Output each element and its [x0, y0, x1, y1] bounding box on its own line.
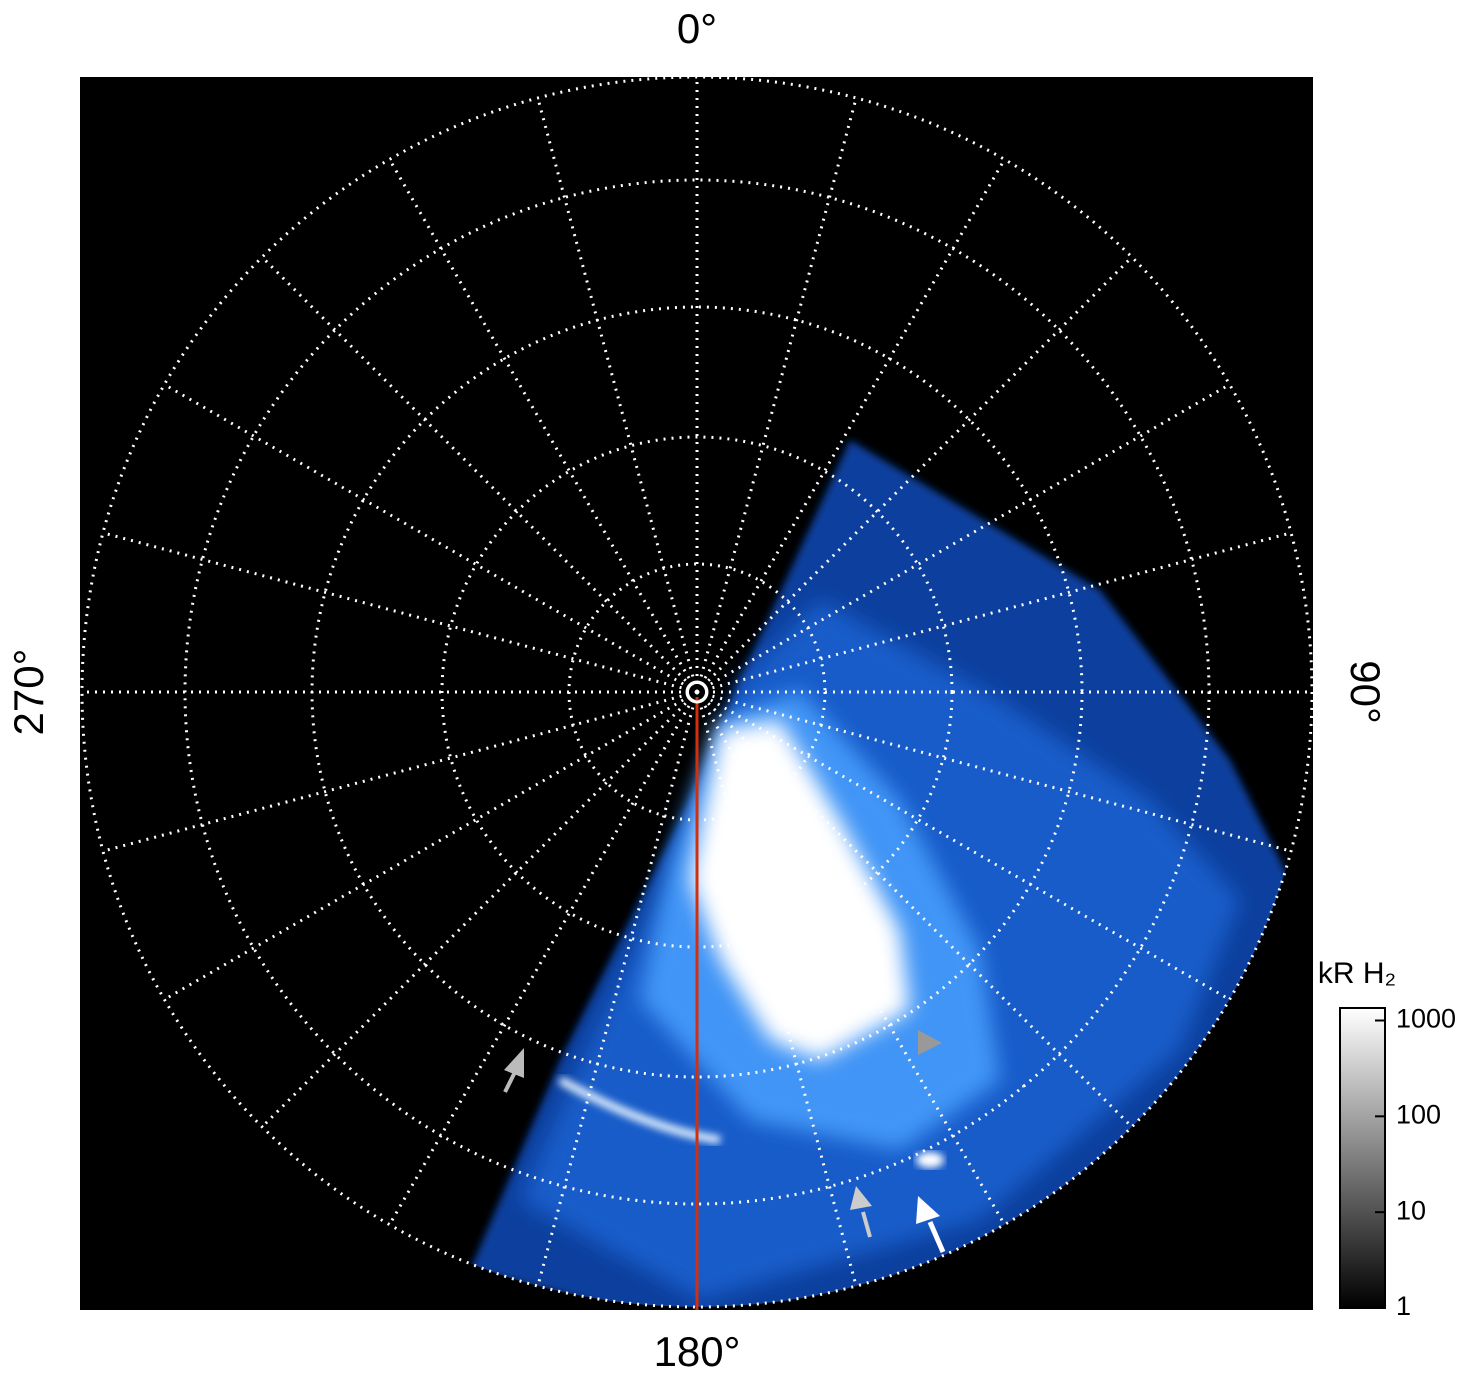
grid-spoke	[695, 690, 1133, 1128]
colorbar-label: kR H₂	[1318, 957, 1396, 990]
grid-spoke	[102, 690, 698, 853]
colorbar-tick-label: 100	[1396, 1099, 1441, 1129]
grid-spoke	[536, 691, 699, 1287]
colorbar-tick-label: 10	[1396, 1195, 1426, 1225]
angle-tick-label: 270°	[5, 649, 52, 736]
grid-spoke	[696, 383, 1231, 694]
grid-spoke	[695, 256, 1133, 694]
polar-grid	[80, 77, 1313, 1309]
arrows	[503, 1030, 946, 1253]
grid-spoke	[261, 256, 699, 694]
grid-ring	[80, 77, 1313, 1309]
grid-spoke	[695, 97, 858, 693]
grid-spoke	[695, 691, 1006, 1226]
angle-tick-label: 180°	[654, 1328, 741, 1375]
colorbar	[1339, 1007, 1386, 1309]
grid-spoke	[102, 531, 698, 694]
grid-spoke	[163, 690, 698, 1001]
angle-tick-label: 90°	[1342, 660, 1389, 724]
grid-spoke	[695, 691, 858, 1287]
grid-spoke	[695, 158, 1006, 693]
grid-spoke	[696, 531, 1292, 694]
grid-spoke	[163, 383, 698, 694]
grid-spoke	[696, 690, 1231, 1001]
grid-spoke	[388, 158, 699, 693]
colorbar-tick-label: 1000	[1396, 1004, 1456, 1034]
grid-spoke	[388, 691, 699, 1226]
colorbar-tick-label: 1	[1396, 1291, 1411, 1321]
grid-spoke	[696, 690, 1292, 853]
aurora-image	[470, 440, 1290, 1307]
grid-spoke	[261, 690, 699, 1128]
angle-tick-label: 0°	[677, 5, 717, 52]
pole-marker	[685, 680, 709, 704]
grid-spoke	[536, 97, 699, 693]
